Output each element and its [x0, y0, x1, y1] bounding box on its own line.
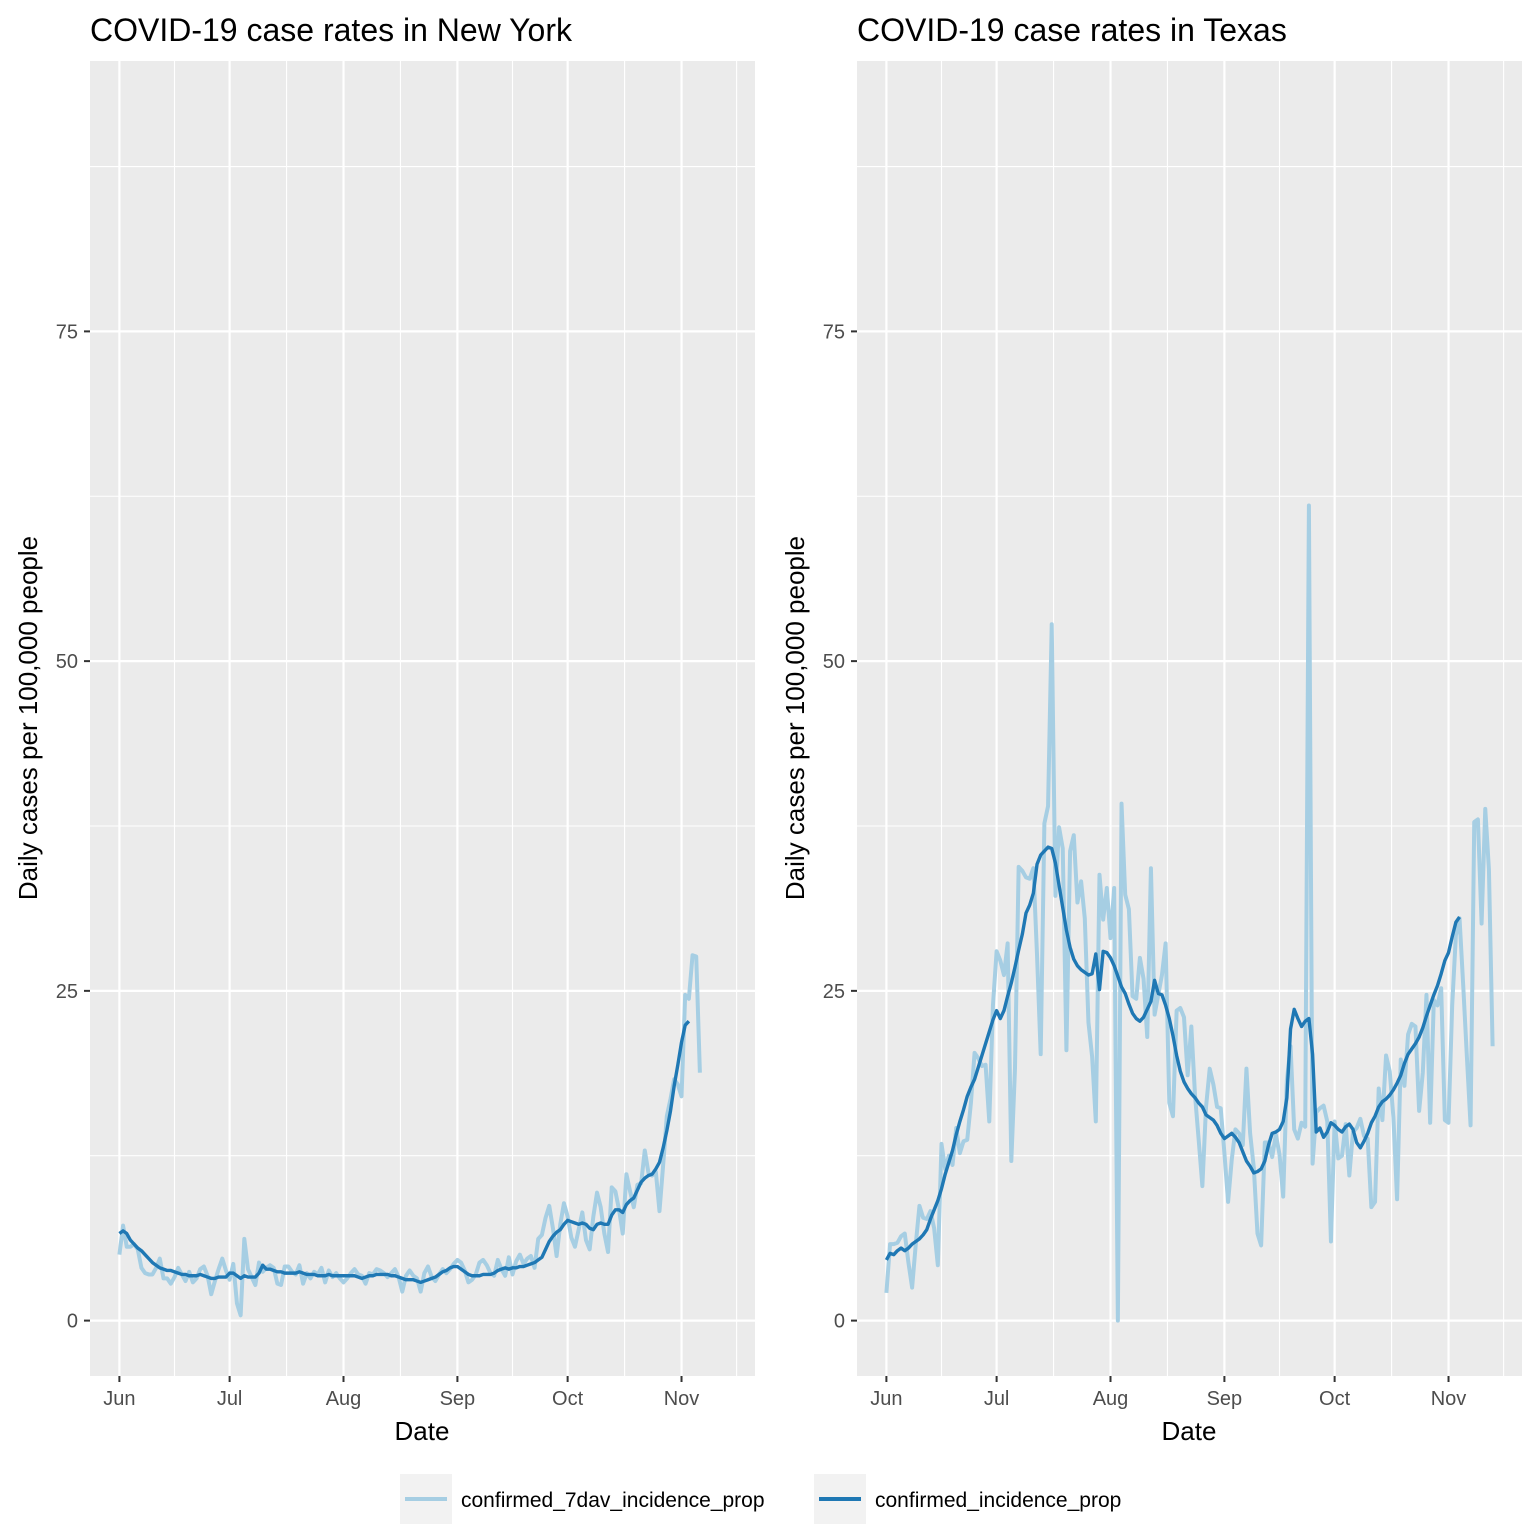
y-tick-label-texas: 0 — [834, 1311, 845, 1333]
x-axis-label-new-york: Date — [395, 1416, 450, 1446]
x-tick-label-new-york: Oct — [552, 1388, 584, 1410]
x-tick-label-texas: Oct — [1319, 1388, 1351, 1410]
legend-label-incidence: confirmed_incidence_prop — [875, 1489, 1121, 1512]
y-axis-label-new-york: Daily cases per 100,000 people — [13, 536, 43, 900]
x-axis-texas: Jun Jul Aug Sep Oct Nov — [870, 1376, 1466, 1410]
gridlines-texas — [857, 61, 1522, 1376]
series-line-incidence-texas — [884, 845, 1461, 1261]
x-axis-new-york: Jun Jul Aug Sep Oct Nov — [103, 1376, 699, 1410]
x-axis-label-texas: Date — [1162, 1416, 1217, 1446]
panel-new-york: COVID-19 case rates in New York 0255075 … — [13, 12, 755, 1446]
y-tick-label-new-york: 25 — [56, 981, 78, 1003]
x-tick-label-texas: Nov — [1431, 1388, 1467, 1410]
chart-title-new-york: COVID-19 case rates in New York — [90, 12, 573, 48]
series-lines-texas — [884, 503, 1495, 1323]
panel-background-texas — [857, 61, 1522, 1376]
x-tick-label-new-york: Jun — [103, 1388, 135, 1410]
legend-label-7dav: confirmed_7dav_incidence_prop — [461, 1489, 765, 1512]
x-tick-label-new-york: Sep — [440, 1388, 476, 1410]
series-lines-new-york — [117, 953, 702, 1318]
y-tick-label-new-york: 0 — [67, 1311, 78, 1333]
x-tick-label-texas: Jul — [984, 1388, 1010, 1410]
y-tick-label-texas: 75 — [823, 321, 845, 343]
x-tick-label-new-york: Jul — [217, 1388, 243, 1410]
x-tick-label-texas: Aug — [1093, 1388, 1129, 1410]
x-tick-label-texas: Jun — [870, 1388, 902, 1410]
legend: confirmed_7dav_incidence_prop confirmed_… — [400, 1474, 1121, 1524]
y-axis-label-texas: Daily cases per 100,000 people — [780, 536, 810, 900]
y-tick-label-new-york: 50 — [56, 651, 78, 673]
x-tick-label-texas: Sep — [1207, 1388, 1243, 1410]
x-tick-label-new-york: Nov — [664, 1388, 700, 1410]
chart-title-texas: COVID-19 case rates in Texas — [857, 12, 1287, 48]
gridlines-new-york — [90, 61, 755, 1376]
y-tick-label-new-york: 75 — [56, 321, 78, 343]
panel-texas: COVID-19 case rates in Texas 0 25 50 75 Jun… — [780, 12, 1522, 1446]
y-axis-new-york: 0 25 50 75 — [56, 321, 90, 1333]
x-tick-label-new-york: Aug — [326, 1388, 362, 1410]
y-axis-texas: 0 25 50 75 — [823, 321, 857, 1333]
y-tick-label-texas: 25 — [823, 981, 845, 1003]
y-tick-label-texas: 50 — [823, 651, 845, 673]
series-line-incidence-new-york — [118, 1020, 691, 1285]
